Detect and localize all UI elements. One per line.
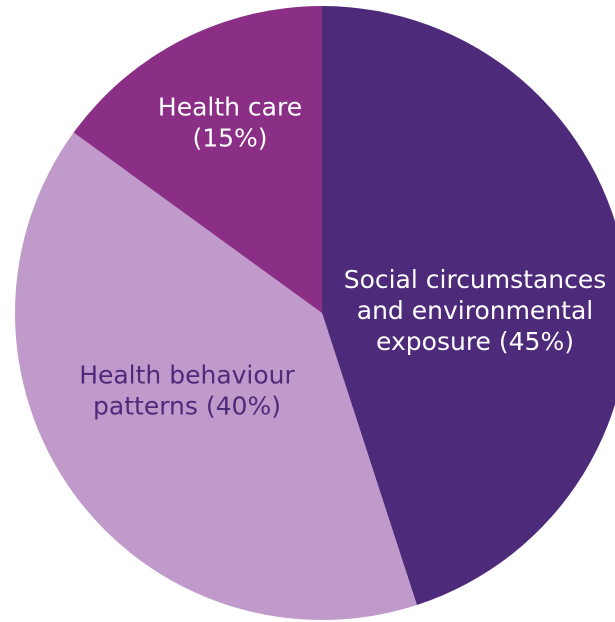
pie-slice-label-line: exposure (45%) [376,327,574,356]
pie-slice-label-2: Health care (15%) [158,93,302,153]
pie-slice-label-1: Health behaviour patterns (40%) [79,361,295,421]
pie-slice-1 [15,132,417,620]
pie-slice-label-line: Health care [158,93,302,122]
pie-slice-label-line: (15%) [192,124,267,153]
pie-slice-label-line: patterns (40%) [93,392,281,421]
pie-labels: Social circumstances and environmental exp… [79,93,606,421]
pie-slice-0 [322,6,615,605]
pie-slice-label-line: Social circumstances [344,265,607,294]
pie-slices [15,6,615,620]
pie-slice-2 [73,6,322,313]
pie-slice-label-0: Social circumstances and environmental exp… [344,265,607,356]
pie-slice-label-line: Health behaviour [79,361,295,390]
pie-slice-label-line: and environmental [357,296,593,325]
